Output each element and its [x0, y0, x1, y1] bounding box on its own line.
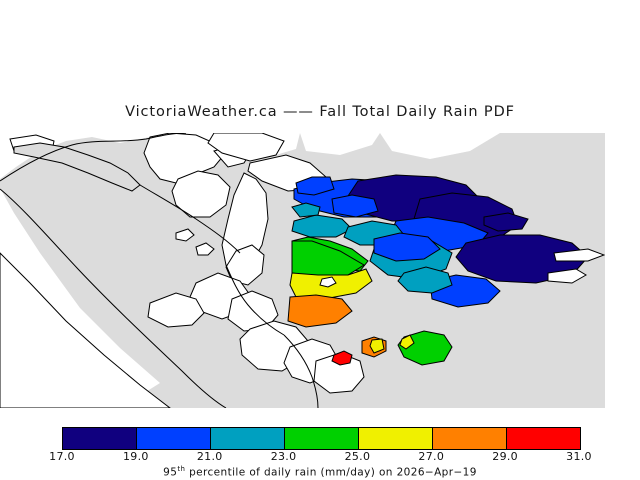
map-panel — [0, 133, 605, 408]
region-blue-band-midleft — [331, 194, 379, 218]
colorbar-tick-3: 23.0 — [270, 450, 297, 463]
colorbar-legend: 17.0 19.0 21.0 23.0 25.0 27.0 29.0 31.0 … — [0, 420, 640, 480]
colorbar-segment-1 — [63, 428, 137, 449]
colorbar-segment-5 — [359, 428, 433, 449]
region-teal-islet-c — [291, 202, 321, 218]
colorbar-tick-2: 21.0 — [196, 450, 223, 463]
region-south-small-red-islet — [331, 350, 353, 366]
colorbar-segment-3 — [211, 428, 285, 449]
colorbar-tick-5: 27.0 — [418, 450, 445, 463]
page-title: VictoriaWeather.ca —— Fall Total Daily R… — [125, 104, 515, 120]
colorbar-segment-2 — [137, 428, 211, 449]
coastlines — [0, 133, 319, 408]
colorbar-tick-1: 19.0 — [122, 450, 149, 463]
region-navy-white-cut — [553, 248, 605, 262]
colorbar-tick-0: 17.0 — [49, 450, 75, 463]
colorbar-tick-4: 25.0 — [344, 450, 371, 463]
region-blue-mid-lower — [373, 232, 441, 262]
colorbar-segment-6 — [433, 428, 507, 449]
region-peninsula-hole-a — [319, 276, 337, 288]
region-blue-band-left — [295, 176, 335, 196]
caption-prefix: 95 — [163, 466, 178, 479]
colorbar-caption: 95th percentile of daily rain (mm/day) o… — [0, 465, 640, 479]
precipitation-map — [0, 133, 605, 408]
region-navy-islet-a — [483, 212, 529, 232]
caption-rest: percentile of daily rain (mm/day) on 202… — [185, 466, 477, 479]
region-small-yellow-core — [369, 338, 385, 354]
region-navy-white-cut-b — [547, 268, 587, 284]
colorbar-tick-labels: 17.0 19.0 21.0 23.0 25.0 27.0 29.0 31.0 — [0, 450, 640, 464]
colorbar-tick-7: 31.0 — [566, 450, 592, 463]
inland-water — [0, 133, 365, 408]
region-peninsula-south-orange — [287, 294, 353, 328]
caption-superscript: th — [177, 465, 186, 473]
colorbar[interactable] — [62, 427, 581, 450]
region-south-green-yellow-edge — [399, 334, 415, 350]
region-southeast-teal-island — [397, 266, 453, 294]
colorbar-tick-6: 29.0 — [492, 450, 518, 463]
region-central-teal-islets — [291, 214, 353, 238]
region-peninsula-green-body — [291, 240, 365, 278]
colorbar-segment-4 — [285, 428, 359, 449]
precip-regions — [287, 174, 605, 366]
colorbar-segment-7 — [507, 428, 580, 449]
